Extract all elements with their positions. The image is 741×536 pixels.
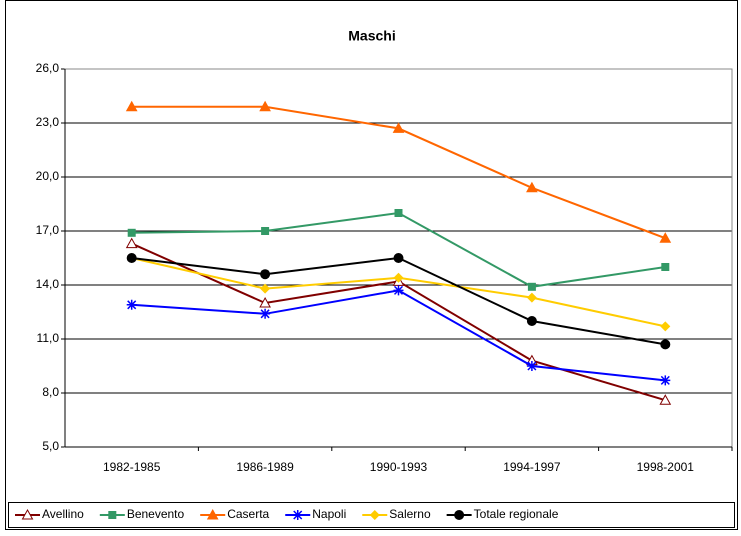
- marker: [394, 209, 403, 217]
- y-tick-label: 5,0: [42, 439, 59, 453]
- marker: [659, 394, 672, 405]
- y-tick-label: 23,0: [36, 115, 60, 129]
- marker: [393, 272, 404, 283]
- marker: [259, 296, 271, 308]
- marker: [260, 269, 271, 280]
- marker: [126, 299, 137, 310]
- marker: [369, 510, 380, 520]
- marker: [392, 122, 405, 133]
- legend-label: Avellino: [42, 507, 84, 521]
- marker: [454, 510, 465, 520]
- legend-label: Caserta: [227, 507, 269, 521]
- marker: [260, 308, 271, 319]
- y-tick-label: 14,0: [36, 277, 60, 291]
- y-tick-label: 17,0: [36, 223, 60, 237]
- legend-label: Salerno: [389, 507, 431, 521]
- marker: [125, 100, 138, 112]
- marker: [108, 511, 117, 519]
- marker: [526, 181, 538, 193]
- x-tick-label: 1982-1985: [103, 460, 161, 474]
- y-tick-label: 26,0: [36, 61, 60, 75]
- y-tick-label: 8,0: [42, 385, 59, 399]
- marker: [292, 510, 303, 520]
- x-tick-label: 1990-1993: [370, 460, 428, 474]
- marker: [261, 227, 270, 235]
- marker: [661, 263, 670, 271]
- marker: [21, 508, 34, 520]
- marker: [127, 228, 136, 237]
- marker: [206, 508, 219, 520]
- marker: [125, 237, 138, 249]
- y-tick-label: 11,0: [37, 331, 60, 345]
- marker: [393, 253, 404, 263]
- legend-label: Napoli: [312, 507, 346, 521]
- x-tick-label: 1998-2001: [637, 460, 695, 474]
- legend-label: Totale regionale: [474, 507, 559, 521]
- x-tick-label: 1986-1989: [236, 460, 294, 474]
- marker: [526, 316, 537, 326]
- marker: [393, 285, 404, 296]
- marker: [660, 375, 671, 386]
- marker: [527, 282, 536, 291]
- marker: [259, 100, 271, 112]
- marker: [260, 283, 271, 294]
- marker: [126, 253, 137, 263]
- marker: [659, 232, 672, 243]
- chart-border: [5, 0, 738, 530]
- marker: [526, 292, 537, 303]
- marker: [660, 339, 671, 350]
- marker: [526, 361, 537, 371]
- marker: [660, 321, 671, 332]
- x-tick-label: 1994-1997: [503, 460, 561, 474]
- legend-label: Benevento: [127, 507, 185, 521]
- chart-title: Maschi: [348, 28, 395, 44]
- y-tick-label: 20,0: [36, 169, 60, 183]
